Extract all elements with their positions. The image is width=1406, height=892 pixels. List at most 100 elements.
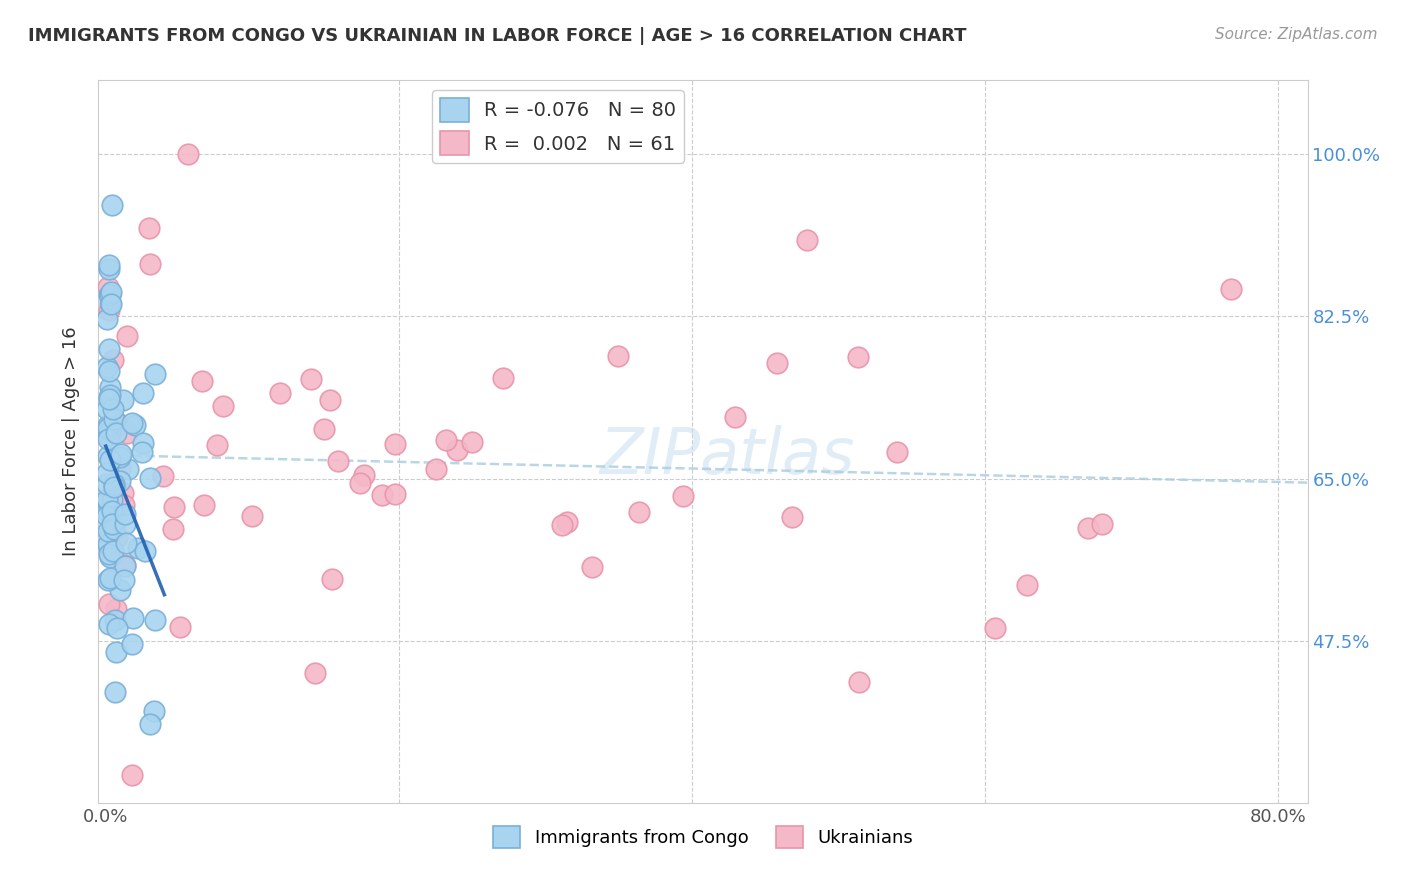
- Point: [98, 540, 121, 554]
- Point: [96, 491, 118, 506]
- Point: [105, 530, 128, 544]
- Point: [97, 418, 120, 433]
- Point: [846, 350, 869, 364]
- Point: [145, 613, 167, 627]
- Point: [103, 522, 125, 536]
- Point: [105, 621, 128, 635]
- Point: [97, 433, 120, 447]
- Point: [114, 559, 136, 574]
- Point: [105, 426, 128, 441]
- Point: [98, 380, 121, 394]
- Point: [100, 387, 122, 401]
- Point: [349, 476, 371, 491]
- Point: [353, 467, 375, 482]
- Point: [96, 493, 118, 508]
- Point: [96, 466, 118, 480]
- Point: [492, 371, 515, 385]
- Point: [98, 262, 121, 277]
- Point: [98, 571, 121, 585]
- Point: [131, 445, 153, 459]
- Point: [240, 508, 263, 523]
- Point: [848, 675, 870, 690]
- Point: [98, 303, 121, 318]
- Point: [446, 442, 468, 457]
- Point: [97, 390, 120, 404]
- Point: [191, 374, 214, 388]
- Point: [370, 488, 392, 502]
- Point: [460, 435, 482, 450]
- Point: [96, 402, 118, 417]
- Point: [143, 704, 166, 718]
- Point: [114, 507, 136, 521]
- Point: [321, 572, 343, 586]
- Point: [98, 525, 121, 540]
- Point: [104, 613, 127, 627]
- Point: [96, 509, 118, 524]
- Point: [105, 645, 128, 659]
- Point: [139, 257, 162, 271]
- Point: [796, 234, 818, 248]
- Point: [115, 426, 138, 441]
- Point: [299, 372, 322, 386]
- Point: [97, 428, 120, 442]
- Point: [312, 422, 335, 436]
- Point: [108, 460, 131, 475]
- Point: [134, 544, 156, 558]
- Point: [97, 524, 120, 538]
- Point: [132, 435, 155, 450]
- Point: [97, 421, 120, 435]
- Point: [98, 453, 121, 467]
- Point: [112, 573, 135, 587]
- Point: [115, 329, 138, 343]
- Point: [1220, 282, 1243, 296]
- Point: [124, 417, 146, 432]
- Point: [103, 480, 125, 494]
- Point: [886, 445, 908, 459]
- Point: [98, 547, 121, 561]
- Point: [98, 364, 121, 378]
- Point: [152, 469, 174, 483]
- Point: [117, 461, 139, 475]
- Point: [100, 297, 122, 311]
- Point: [108, 474, 131, 488]
- Point: [169, 620, 191, 634]
- Text: ZIPatlas: ZIPatlas: [599, 425, 855, 487]
- Point: [97, 450, 120, 464]
- Point: [101, 493, 124, 508]
- Point: [101, 197, 124, 211]
- Point: [98, 296, 121, 310]
- Point: [782, 509, 804, 524]
- Point: [384, 487, 406, 501]
- Point: [103, 401, 125, 416]
- Point: [205, 438, 228, 452]
- Point: [162, 522, 184, 536]
- Point: [121, 416, 143, 430]
- Point: [555, 515, 578, 529]
- Legend: Immigrants from Congo, Ukrainians: Immigrants from Congo, Ukrainians: [486, 819, 920, 855]
- Point: [96, 504, 118, 518]
- Point: [97, 617, 120, 632]
- Point: [100, 285, 122, 300]
- Point: [132, 385, 155, 400]
- Point: [138, 716, 160, 731]
- Point: [269, 386, 291, 401]
- Point: [98, 258, 121, 272]
- Point: [103, 412, 125, 426]
- Point: [101, 504, 124, 518]
- Point: [304, 665, 326, 680]
- Point: [104, 685, 127, 699]
- Point: [100, 516, 122, 531]
- Point: [551, 518, 574, 533]
- Point: [139, 471, 162, 485]
- Point: [766, 356, 789, 370]
- Point: [212, 399, 235, 413]
- Point: [97, 573, 120, 587]
- Point: [115, 536, 138, 550]
- Point: [97, 597, 120, 611]
- Point: [110, 508, 132, 523]
- Text: Source: ZipAtlas.com: Source: ZipAtlas.com: [1215, 27, 1378, 42]
- Point: [162, 500, 184, 514]
- Point: [98, 424, 121, 438]
- Point: [138, 220, 160, 235]
- Point: [101, 353, 124, 368]
